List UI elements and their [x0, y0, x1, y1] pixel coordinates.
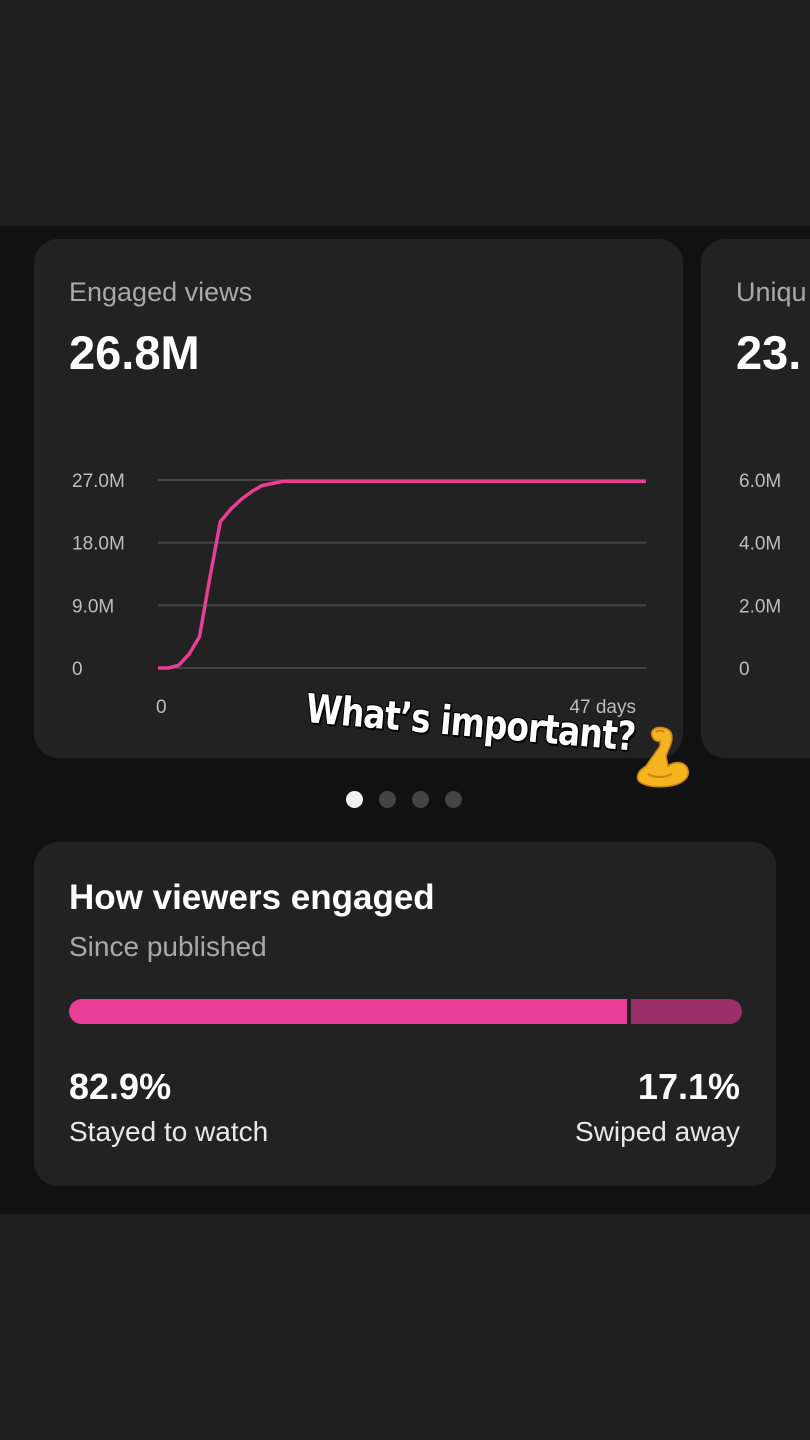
- y-tick-label: 6.0M: [739, 471, 781, 492]
- unique-viewers-title: Uniqu: [736, 277, 807, 307]
- x-tick-label: 0: [156, 697, 167, 718]
- y-tick-label: 0: [72, 659, 83, 680]
- x-tick-label: 47 days: [569, 697, 636, 718]
- carousel-dot[interactable]: [379, 791, 396, 808]
- engaged-views-chart: 27.0M 18.0M 9.0M 0 0 47 days: [72, 471, 646, 718]
- top-blank-area: [0, 0, 810, 226]
- carousel-dot[interactable]: [346, 791, 363, 808]
- engaged-views-title: Engaged views: [69, 277, 253, 307]
- engaged-views-series-line: [158, 479, 646, 670]
- bottom-blank-area: [0, 1214, 810, 1440]
- engaged-views-card[interactable]: Engaged views 26.8M 27.0M 18.0M 9.0M 0 0 47 d…: [34, 239, 683, 758]
- y-tick-label: 0: [739, 659, 750, 680]
- swiped-label: Swiped away: [575, 1116, 740, 1147]
- carousel-dot[interactable]: [412, 791, 429, 808]
- unique-viewers-card[interactable]: Uniqu 23. 6.0M 4.0M 2.0M 0: [701, 239, 810, 758]
- unique-viewers-chart: 6.0M 4.0M 2.0M 0: [739, 471, 781, 680]
- how-viewers-engaged-card: How viewers engaged Since published 82.9…: [34, 842, 776, 1186]
- stayed-percent: 82.9%: [69, 1066, 172, 1107]
- stayed-bar-segment: [69, 999, 627, 1024]
- engagement-title: How viewers engaged: [69, 878, 435, 917]
- y-tick-label: 9.0M: [72, 596, 114, 617]
- y-tick-label: 2.0M: [739, 596, 781, 617]
- carousel-page-indicator[interactable]: [346, 791, 462, 809]
- swiped-percent: 17.1%: [637, 1066, 740, 1107]
- stayed-label: Stayed to watch: [69, 1116, 269, 1147]
- engagement-subtitle: Since published: [69, 931, 267, 962]
- y-tick-label: 27.0M: [72, 471, 125, 492]
- bar-divider: [627, 999, 631, 1024]
- y-tick-label: 4.0M: [739, 534, 781, 555]
- engaged-views-value: 26.8M: [69, 326, 200, 379]
- carousel-dot[interactable]: [445, 791, 462, 808]
- unique-viewers-value: 23.: [736, 326, 802, 379]
- flexed-biceps-icon: [636, 726, 690, 788]
- y-tick-label: 18.0M: [72, 534, 125, 555]
- engagement-split-bar: [69, 999, 742, 1024]
